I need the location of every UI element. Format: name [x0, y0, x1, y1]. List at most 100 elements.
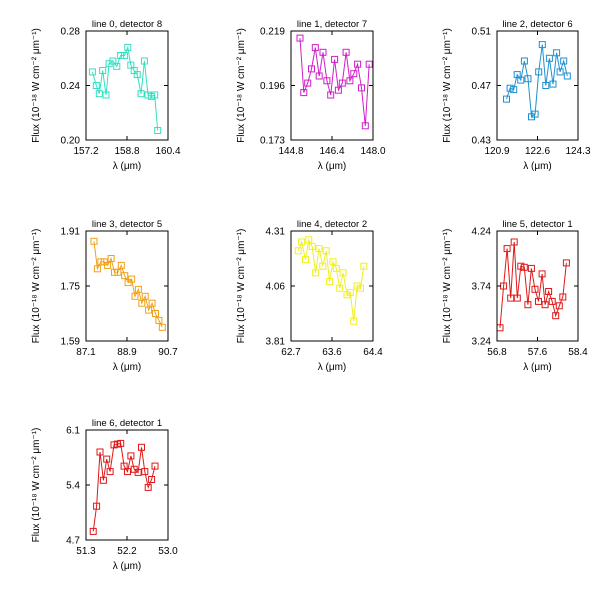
data-point: [350, 70, 358, 78]
y-axis-label: Flux (10⁻¹⁸ W cm⁻² μm⁻¹): [31, 28, 42, 143]
data-point: [315, 245, 323, 253]
data-point: [323, 77, 331, 85]
data-point: [339, 269, 347, 277]
data-point: [158, 323, 166, 331]
x-tick-label: 64.4: [363, 347, 383, 358]
data-point: [520, 57, 528, 65]
plot-frame: [85, 30, 169, 141]
data-point: [346, 77, 354, 85]
data-point: [538, 41, 546, 49]
data-point: [140, 57, 148, 65]
data-point: [134, 285, 142, 293]
panel-0: line 0, detector 8 157.2 158.8 160.4 0.20 0.2…: [31, 19, 181, 172]
x-tick-label: 122.6: [525, 146, 550, 157]
x-tick-label: 62.7: [281, 347, 301, 358]
x-axis-label: λ (μm): [318, 161, 347, 172]
data-point: [103, 455, 111, 463]
data-point: [120, 52, 128, 59]
y-axis-label: Flux (10⁻¹⁸ W cm⁻² μm⁻¹): [442, 28, 453, 143]
y-tick-label: 1.91: [61, 227, 81, 238]
data-point: [342, 48, 350, 56]
data-point: [124, 43, 132, 51]
panel-title: line 6, detector 1: [92, 418, 162, 429]
x-tick-label: 124.3: [565, 146, 590, 157]
data-point: [148, 476, 156, 483]
data-point: [99, 476, 107, 484]
data-point: [319, 48, 327, 56]
data-point: [296, 34, 304, 42]
y-tick-label: 6.1: [66, 426, 80, 437]
data-point: [96, 448, 104, 456]
data-point: [141, 292, 149, 300]
y-axis-label: Flux (10⁻¹⁸ W cm⁻² μm⁻¹): [236, 229, 247, 344]
data-point: [312, 269, 320, 277]
series-line: [91, 45, 159, 131]
y-tick-label: 1.75: [61, 282, 81, 293]
data-point: [555, 302, 563, 310]
data-point: [124, 468, 131, 476]
data-point: [88, 68, 96, 76]
y-tick-label: 0.51: [472, 27, 492, 38]
data-point: [538, 270, 546, 278]
data-point: [527, 264, 535, 272]
data-point: [329, 258, 337, 266]
data-point: [360, 262, 368, 270]
data-point: [145, 306, 153, 314]
x-axis-label: λ (μm): [523, 161, 552, 172]
data-point: [513, 294, 521, 302]
data-point: [148, 299, 156, 307]
x-tick-label: 87.1: [76, 347, 96, 358]
data-point: [563, 72, 571, 80]
panel-title: line 4, detector 2: [297, 219, 367, 230]
panel-title: line 2, detector 6: [502, 19, 572, 30]
data-point: [545, 54, 553, 62]
panel-1: line 1, detector 7 144.8 146.4 148.0 0.173 0.…: [236, 19, 386, 172]
x-tick-label: 52.2: [117, 546, 137, 557]
data-point: [354, 60, 362, 68]
data-point: [346, 289, 354, 297]
data-point: [93, 502, 101, 510]
data-point: [332, 264, 340, 272]
y-tick-label: 4.06: [266, 282, 286, 293]
data-point: [308, 65, 315, 73]
data-point: [107, 255, 115, 262]
series-line: [299, 38, 370, 126]
x-axis-label: λ (μm): [113, 561, 142, 572]
data-point: [559, 293, 567, 301]
data-point: [350, 317, 358, 325]
data-point: [548, 297, 556, 305]
data-point: [524, 75, 532, 83]
x-tick-label: 57.6: [528, 347, 548, 358]
data-point: [151, 462, 159, 470]
data-point: [542, 82, 550, 89]
y-tick-label: 0.28: [61, 27, 81, 38]
y-tick-label: 3.81: [266, 337, 286, 348]
data-point: [155, 316, 163, 324]
x-tick-label: 160.4: [155, 146, 180, 157]
data-point: [302, 256, 309, 264]
data-point: [117, 52, 125, 59]
data-point: [541, 301, 549, 309]
y-tick-label: 3.24: [472, 337, 492, 348]
data-point: [117, 439, 125, 447]
data-point: [138, 299, 146, 307]
x-tick-label: 51.3: [76, 546, 96, 557]
data-point: [131, 292, 139, 300]
data-point: [304, 79, 312, 87]
data-point: [334, 86, 342, 94]
y-tick-label: 3.74: [472, 282, 492, 293]
x-tick-label: 120.9: [484, 146, 509, 157]
x-axis-label: λ (μm): [523, 362, 552, 373]
series-line: [499, 241, 567, 328]
data-point: [298, 238, 306, 246]
y-tick-label: 0.43: [472, 136, 492, 147]
data-point: [137, 90, 145, 98]
x-tick-label: 158.8: [114, 146, 139, 157]
x-axis-label: λ (μm): [113, 161, 142, 172]
data-point: [89, 527, 97, 535]
panel-4: line 4, detector 2 62.7 63.6 64.4 3.81 4.06 4.…: [236, 219, 383, 373]
data-point: [336, 284, 344, 292]
data-point: [92, 82, 100, 89]
data-point: [358, 84, 365, 92]
x-axis-label: λ (μm): [113, 362, 142, 373]
